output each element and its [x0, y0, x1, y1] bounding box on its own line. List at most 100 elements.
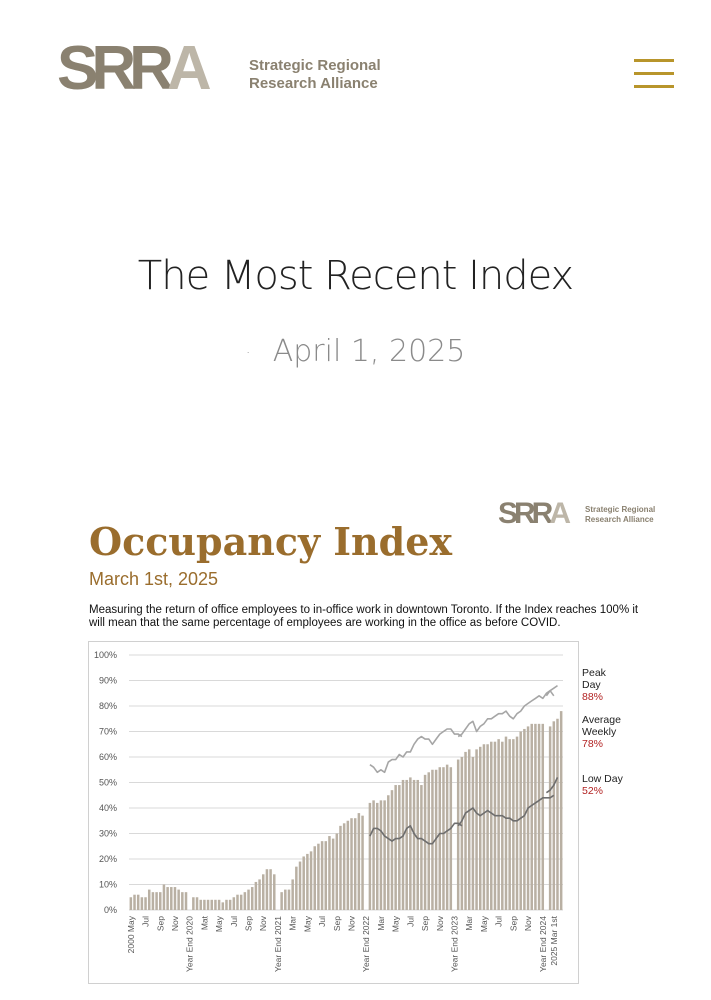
bar [387, 795, 390, 910]
x-tick-label: Nov [523, 915, 533, 931]
bar [287, 889, 291, 910]
bar [203, 899, 206, 910]
bar [210, 899, 214, 910]
bar [129, 897, 133, 910]
x-tick-label: Year End 2024 [538, 916, 548, 972]
bar [556, 718, 559, 910]
bar [254, 881, 258, 910]
y-tick-label: 70% [99, 727, 117, 737]
bar [298, 861, 302, 910]
menu-bar-top [634, 59, 674, 62]
bar [493, 741, 497, 910]
peak-day-line [457, 689, 555, 738]
bar [181, 892, 184, 910]
report-description: Measuring the return of office employees… [89, 604, 639, 629]
bar [548, 726, 552, 910]
bar [475, 749, 478, 910]
bar [530, 723, 533, 910]
bar [409, 777, 412, 910]
bar [508, 739, 511, 910]
bar [460, 757, 464, 910]
y-tick-label: 40% [99, 803, 117, 813]
bar [526, 726, 530, 910]
bar [170, 887, 173, 910]
x-tick-label: Jul [141, 916, 151, 927]
site-header: SRRA Strategic Regional Research Allianc… [0, 0, 711, 130]
bar [173, 887, 177, 910]
legend-peak-label-2: Day [582, 679, 601, 691]
x-tick-label: Mar [288, 916, 298, 931]
hamburger-menu-icon[interactable] [634, 59, 674, 89]
bar [431, 769, 434, 910]
low-day-line [369, 822, 463, 845]
bar [497, 739, 500, 910]
legend-low-day: Low Day 52% [582, 773, 623, 797]
report-logo-line-2: Research Alliance [585, 515, 654, 524]
bar [284, 889, 287, 910]
legend-low-label: Low Day [582, 773, 623, 785]
bar [144, 897, 147, 910]
bar [136, 894, 140, 910]
x-tick-label: Year End 2023 [450, 916, 460, 972]
date-bullet: · [245, 343, 251, 362]
bar [192, 897, 195, 910]
bar [482, 744, 486, 910]
x-tick-label: Jul [405, 916, 415, 927]
occupancy-chart: 0% 10% 20% 30% 40% 50% 60% 70% 80% 90% 100% 2000 Ma… [94, 650, 563, 972]
bar [350, 818, 353, 910]
y-tick-label: 60% [99, 752, 117, 762]
bar [427, 772, 431, 910]
bar [376, 802, 379, 910]
bar [324, 841, 328, 910]
x-tick-label: Sep [420, 916, 430, 931]
x-tick-label: Jul [229, 916, 239, 927]
x-tick-label: Sep [332, 916, 342, 931]
bar [236, 894, 239, 910]
x-tick-label: Nov [258, 915, 268, 931]
bar [442, 767, 445, 910]
bar [214, 899, 217, 910]
bar [445, 764, 449, 910]
bar [269, 869, 272, 910]
bar [317, 843, 320, 910]
report-subtitle: March 1st, 2025 [89, 569, 219, 589]
bar [438, 767, 442, 910]
occupancy-index-report-image[interactable]: SRRA Strategic Regional Research Allianc… [80, 495, 660, 995]
legend-peak-value: 88% [582, 691, 604, 703]
bar [328, 836, 331, 910]
legend-low-value: 52% [582, 785, 604, 797]
bar [302, 856, 305, 910]
bar [534, 723, 537, 910]
low-day-line [545, 777, 559, 794]
bar [331, 838, 335, 910]
bar [239, 894, 243, 910]
bar [449, 767, 453, 910]
bar [559, 711, 563, 910]
bar [346, 820, 350, 910]
srra-logo[interactable]: SRRA [57, 38, 212, 100]
bar [372, 800, 375, 910]
bar [273, 874, 276, 910]
bar [390, 790, 394, 910]
bar [159, 892, 162, 910]
report-logo-line-1: Strategic Regional [585, 505, 656, 514]
x-tick-label: Nov [347, 915, 357, 931]
legend-avg-value: 78% [582, 738, 604, 750]
report-title: Occupancy Index [89, 519, 453, 564]
x-tick-label: Jul [317, 916, 327, 927]
bar [423, 774, 427, 910]
logo-wordmark[interactable]: Strategic Regional Research Alliance [249, 57, 381, 93]
x-tick-label: 2000 May [126, 915, 136, 953]
report-logo-wordmark: Strategic Regional Research Alliance [585, 505, 655, 525]
x-tick-label: May [214, 915, 224, 932]
bar [394, 785, 397, 910]
bar [225, 899, 228, 910]
logo-line-2: Research Alliance [249, 75, 378, 92]
bar [250, 887, 254, 910]
bar [412, 779, 416, 910]
bar [309, 851, 313, 910]
bar [361, 815, 364, 910]
bar [140, 897, 144, 910]
bar [155, 892, 158, 910]
bar [280, 892, 283, 910]
